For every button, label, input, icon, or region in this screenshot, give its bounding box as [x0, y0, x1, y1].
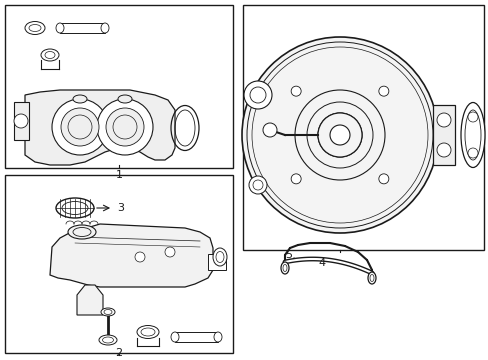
Bar	[14, 102, 29, 140]
Circle shape	[329, 125, 349, 145]
Ellipse shape	[101, 308, 115, 316]
Text: 2: 2	[115, 348, 122, 358]
Ellipse shape	[248, 176, 266, 194]
Circle shape	[14, 114, 28, 128]
Ellipse shape	[460, 103, 484, 167]
Circle shape	[436, 143, 450, 157]
Circle shape	[467, 148, 477, 158]
Ellipse shape	[56, 23, 64, 33]
Circle shape	[290, 86, 301, 96]
Text: 3: 3	[117, 203, 124, 213]
Ellipse shape	[171, 332, 179, 342]
Circle shape	[164, 247, 175, 257]
Ellipse shape	[41, 49, 59, 61]
Ellipse shape	[118, 95, 132, 103]
Bar	[243, 5, 483, 250]
Bar	[432, 105, 454, 165]
Bar	[5, 175, 232, 353]
Ellipse shape	[56, 198, 94, 218]
Bar	[175, 332, 218, 342]
Circle shape	[467, 112, 477, 122]
Bar	[207, 254, 225, 270]
Ellipse shape	[99, 335, 117, 345]
Circle shape	[135, 252, 145, 262]
Circle shape	[290, 174, 301, 184]
Bar	[5, 5, 232, 168]
Ellipse shape	[68, 225, 96, 239]
Bar	[60, 23, 105, 33]
Ellipse shape	[214, 332, 222, 342]
Circle shape	[378, 86, 388, 96]
Circle shape	[263, 123, 276, 137]
Text: 1: 1	[115, 170, 122, 180]
Ellipse shape	[137, 325, 159, 338]
Ellipse shape	[73, 95, 87, 103]
Ellipse shape	[25, 22, 45, 35]
Circle shape	[436, 113, 450, 127]
Circle shape	[242, 37, 437, 233]
Circle shape	[106, 108, 143, 146]
Text: 4: 4	[318, 258, 325, 268]
Ellipse shape	[244, 81, 271, 109]
Polygon shape	[77, 285, 103, 315]
Circle shape	[52, 99, 108, 155]
Ellipse shape	[213, 248, 226, 266]
Circle shape	[61, 108, 99, 146]
Polygon shape	[50, 224, 213, 287]
Ellipse shape	[281, 262, 288, 274]
Text: 5: 5	[285, 250, 291, 260]
Circle shape	[317, 113, 361, 157]
Ellipse shape	[367, 272, 375, 284]
Circle shape	[97, 99, 153, 155]
Polygon shape	[25, 90, 175, 165]
Circle shape	[378, 174, 388, 184]
Ellipse shape	[101, 23, 109, 33]
